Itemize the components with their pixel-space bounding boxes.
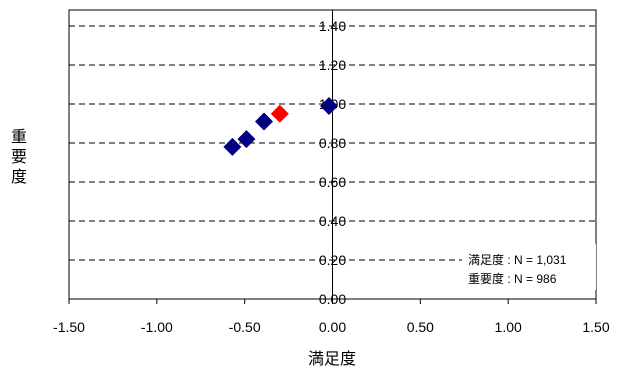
data-points (223, 96, 338, 156)
y-tick-label-2: 0.40 (319, 213, 346, 229)
data-point-4 (270, 104, 289, 123)
x-tick-label-5: 1.00 (495, 319, 522, 335)
x-axis-title: 満足度 (308, 350, 356, 368)
note-box (462, 244, 596, 290)
data-point-3 (319, 96, 338, 115)
data-point-1 (237, 130, 256, 149)
y-tick-label-6: 1.20 (319, 57, 346, 73)
x-tick-labels: -1.50 -1.00 -0.50 0.00 0.50 1.00 1.50 (53, 319, 610, 335)
y-tick-label-0: 0.00 (319, 291, 346, 307)
axes (68, 10, 597, 304)
x-tick-label-2: -0.50 (229, 319, 261, 335)
data-point-2 (254, 112, 273, 131)
y-tick-label-3: 0.60 (319, 174, 346, 190)
x-tick-label-6: 1.50 (582, 319, 609, 335)
y-tick-label-1: 0.20 (319, 252, 346, 268)
note-line-2: 重要度 : N = 986 (468, 271, 557, 286)
y-axis-title-text: 重要度 (11, 128, 27, 186)
x-tick-label-0: -1.50 (53, 319, 85, 335)
data-point-0 (223, 137, 242, 156)
y-tick-label-4: 0.80 (319, 135, 346, 151)
x-tick-label-1: -1.00 (141, 319, 173, 335)
y-tick-label-7: 1.40 (319, 18, 346, 34)
x-tick-label-4: 0.50 (407, 319, 434, 335)
x-tick-label-3: 0.00 (319, 319, 346, 335)
note-line-1: 満足度 : N = 1,031 (468, 252, 567, 267)
y-axis-title: 重要度 (11, 128, 27, 186)
